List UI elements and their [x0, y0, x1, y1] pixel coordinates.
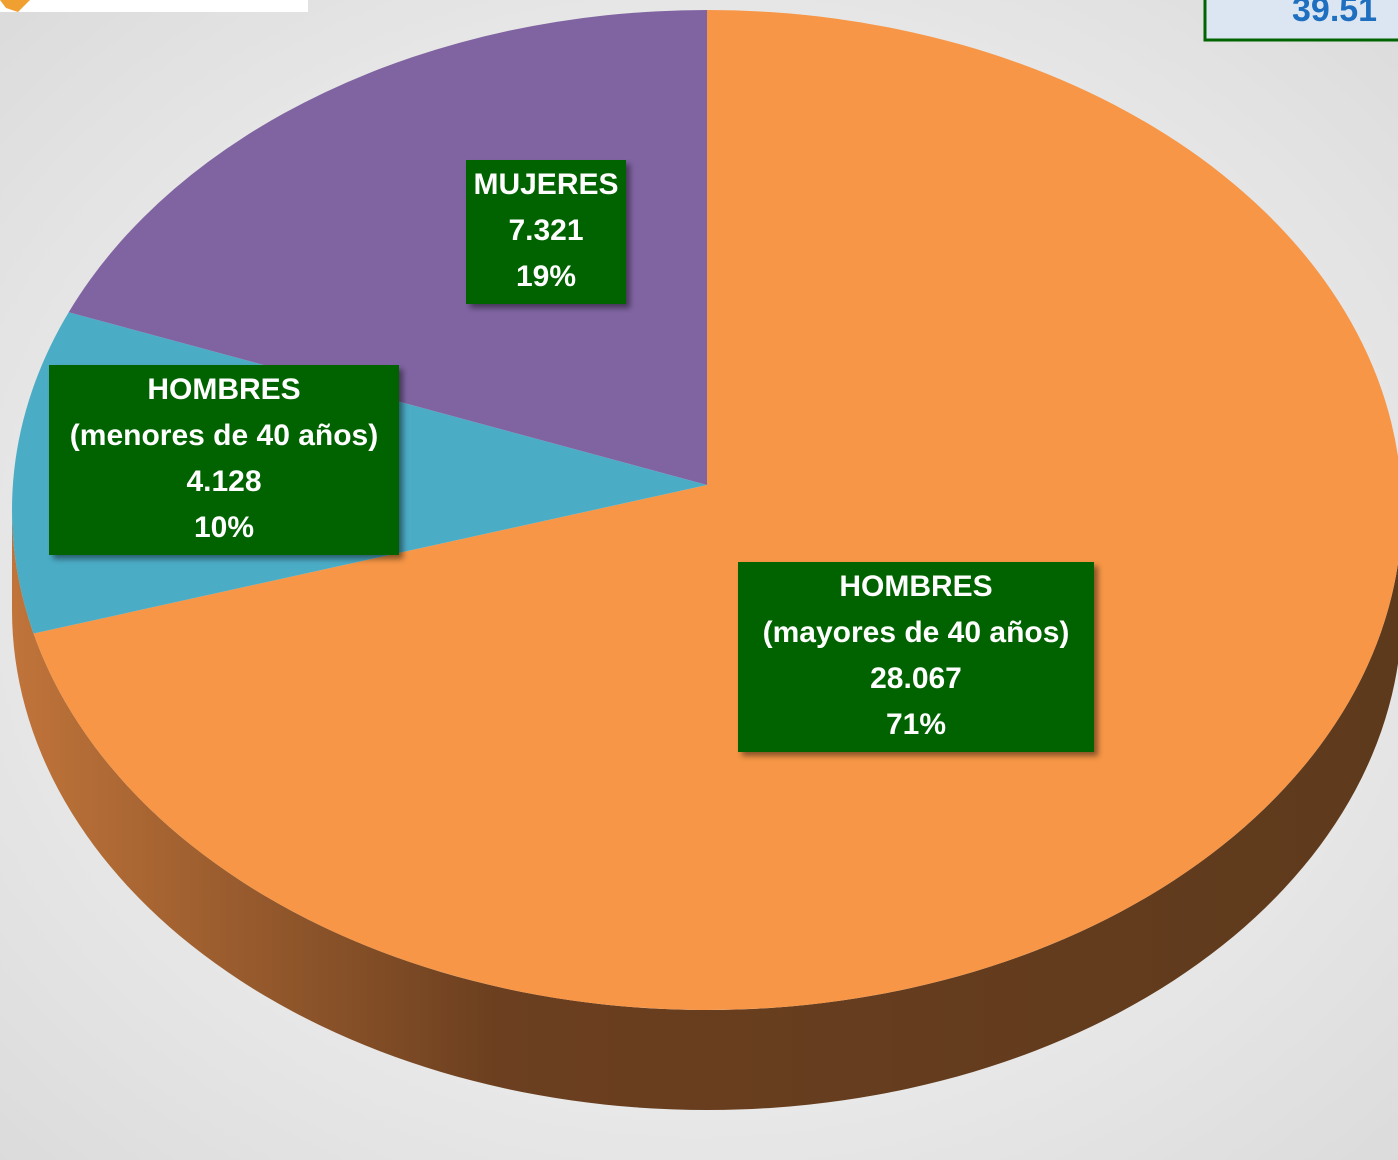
percent-label: 71% [886, 708, 946, 741]
pie-side [12, 510, 1398, 1110]
total-label: 39.51 [1292, 0, 1377, 29]
value-label: 4.128 [186, 465, 261, 498]
labels: HOMBRES (mayores de 40 años) 28.067 71% HOMB… [49, 160, 1094, 752]
category-label: HOMBRES [147, 373, 300, 406]
header-strip [0, 0, 308, 12]
category-label: MUJERES [473, 168, 618, 201]
label-box [466, 160, 626, 304]
category-label: HOMBRES [839, 570, 992, 603]
value-label: 7.321 [508, 214, 583, 247]
label-box [738, 562, 1094, 752]
label-box [49, 365, 399, 555]
total-box [1203, 0, 1398, 42]
pie-slice [33, 10, 1398, 1010]
value-label: 28.067 [870, 662, 962, 695]
subcategory-label: (menores de 40 años) [70, 419, 378, 452]
percent-label: 10% [194, 511, 254, 544]
subcategory-label: (mayores de 40 años) [763, 616, 1070, 649]
logo-fragment [0, 0, 30, 12]
pie [11, 10, 1398, 1110]
pie-slice [68, 10, 707, 485]
percent-label: 19% [516, 260, 576, 293]
